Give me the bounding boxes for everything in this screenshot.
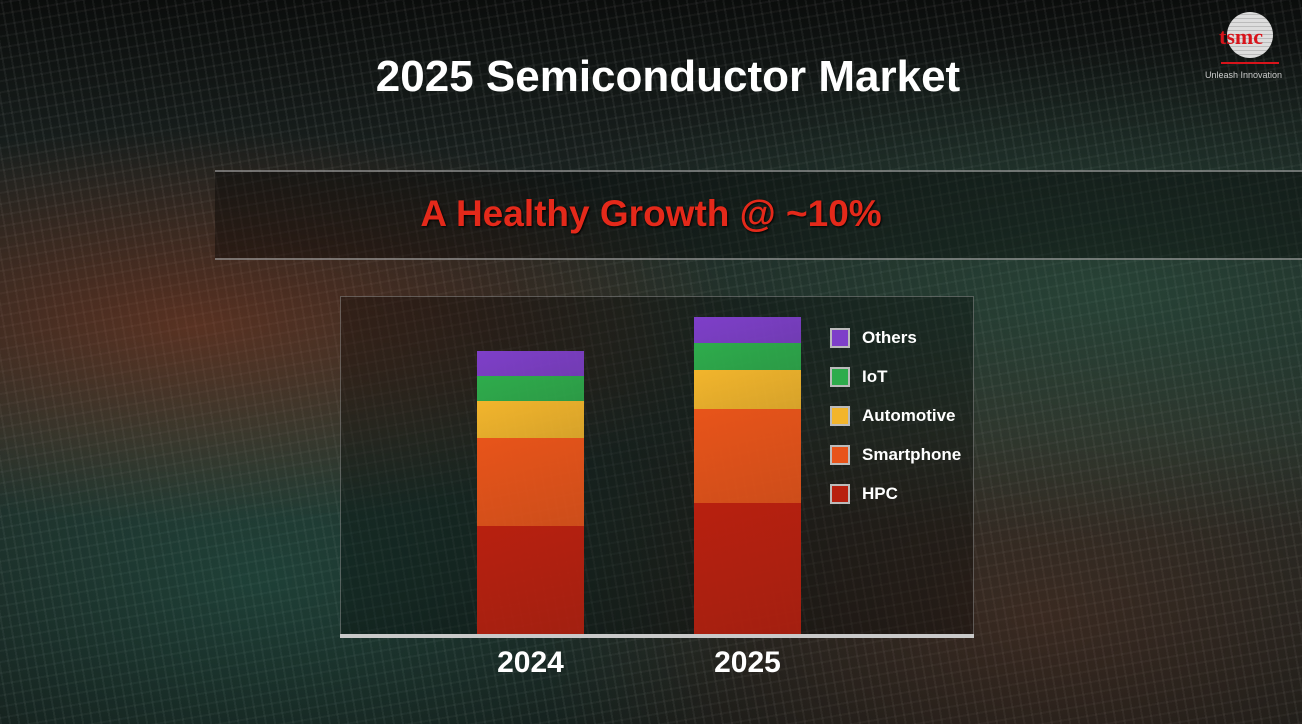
legend-label: Others (862, 327, 917, 347)
legend-item-smartphone: Smartphone (830, 435, 961, 474)
legend-item-hpc: HPC (830, 474, 961, 513)
legend-label: HPC (862, 483, 898, 503)
bar-segment-smartphone-2024 (477, 438, 584, 526)
bar-segment-others-2025 (694, 317, 801, 343)
bar-segment-iot-2025 (694, 343, 801, 370)
wafer-icon (1227, 12, 1273, 58)
x-tick-label: 2025 (714, 646, 781, 679)
logo-tagline: Unleash Innovation (1205, 70, 1283, 80)
legend-label: Automotive (862, 405, 956, 425)
tsmc-logo: tsmc (1215, 12, 1285, 64)
legend-swatch (830, 366, 850, 387)
bar-segment-smartphone-2025 (694, 409, 801, 503)
legend-swatch (830, 483, 850, 504)
bar-segment-hpc-2025 (694, 503, 801, 634)
slide-subtitle: A Healthy Growth @ ~10% (420, 193, 882, 234)
logo-underline (1221, 62, 1279, 64)
x-axis-baseline (340, 634, 974, 638)
x-tick-label: 2024 (497, 646, 564, 679)
legend-label: Smartphone (862, 444, 962, 464)
chart-legend: Others IoT Automotive Smartphone HPC (830, 318, 961, 513)
bar-segment-others-2024 (477, 351, 584, 376)
logo-text: tsmc (1219, 24, 1263, 49)
bar-segment-hpc-2024 (477, 526, 584, 634)
bar-segment-automotive-2024 (477, 401, 584, 438)
legend-label: IoT (862, 366, 888, 386)
legend-item-iot: IoT (830, 357, 961, 396)
legend-swatch (830, 405, 850, 426)
subtitle-band (215, 170, 1302, 260)
stacked-bar-chart: Others IoT Automotive Smartphone HPC 2024 202… (340, 296, 974, 679)
bar-segment-iot-2024 (477, 376, 584, 401)
legend-item-others: Others (830, 318, 961, 357)
bar-segment-automotive-2025 (694, 370, 801, 409)
legend-item-automotive: Automotive (830, 396, 961, 435)
legend-swatch (830, 327, 850, 348)
slide-title: 2025 Semiconductor Market (375, 52, 961, 101)
legend-swatch (830, 444, 850, 465)
